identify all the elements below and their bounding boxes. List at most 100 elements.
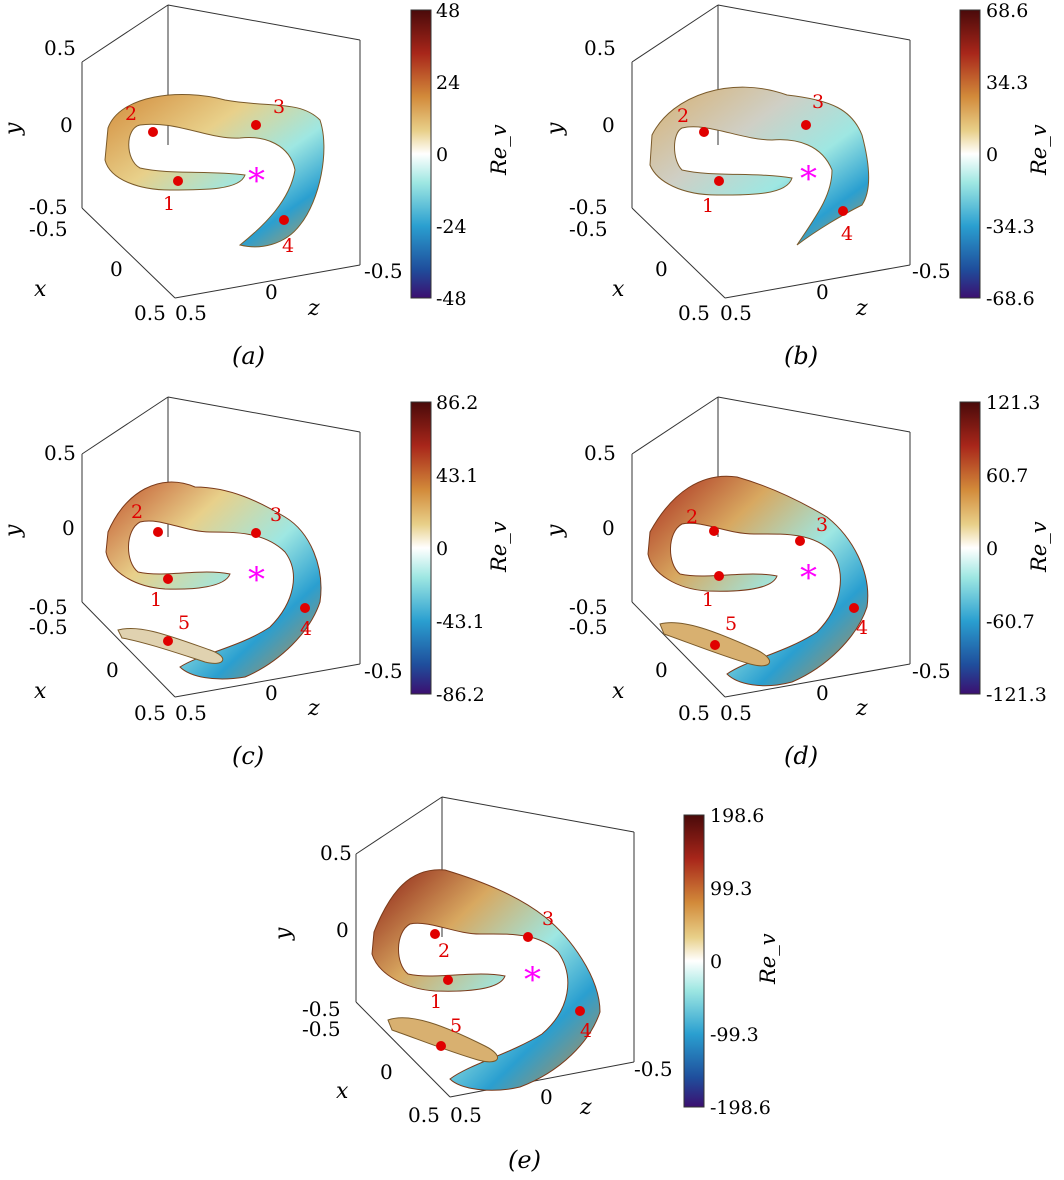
x-tick: -0.5 <box>569 217 608 241</box>
y-axis-label: y <box>1 122 26 136</box>
x-axis-label: x <box>336 1079 349 1104</box>
x-tick: -0.5 <box>29 615 68 639</box>
panel-a: 1 2 3 4 * 0.5 0 -0.5 y -0.5 0 0.5 x 0.5 … <box>0 0 532 385</box>
colorbar-label: Re_v <box>487 521 511 573</box>
colorbar-tick: -121.3 <box>986 684 1047 706</box>
marker-label-2: 2 <box>686 506 698 528</box>
x-axis-label: x <box>34 679 47 704</box>
panel-caption: (a) <box>232 342 265 370</box>
z-axis-label: z <box>579 1095 592 1120</box>
marker-label-1: 1 <box>150 589 162 611</box>
colorbar-tick: 24 <box>436 72 460 94</box>
panel-e: 1 2 3 4 5 * 0.5 0 -0.5 y -0.5 0 0.5 x <box>270 792 802 1180</box>
panel-e-svg: 1 2 3 4 5 * 0.5 0 -0.5 y -0.5 0 0.5 x <box>271 796 780 1174</box>
colorbar-tick: -68.6 <box>986 288 1035 310</box>
y-tick: -0.5 <box>569 195 608 219</box>
z-tick: -0.5 <box>634 1057 673 1081</box>
marker-label-3: 3 <box>812 91 824 113</box>
marker-label-4: 4 <box>300 618 312 640</box>
colorbar-tick: 0 <box>436 144 448 166</box>
z-tick: 0 <box>816 681 829 705</box>
z-tick: -0.5 <box>912 259 951 283</box>
surface <box>371 869 601 1091</box>
marker-label-2: 2 <box>438 940 450 962</box>
y-tick: 0.5 <box>584 441 616 465</box>
markers: 1 2 3 4 5 * <box>686 506 868 650</box>
core-marker: * <box>248 161 265 201</box>
y-tick: 0 <box>60 113 73 137</box>
y-tick: -0.5 <box>29 195 68 219</box>
marker-label-1: 1 <box>430 991 442 1013</box>
colorbar-tick: -198.6 <box>710 1097 771 1119</box>
x-tick: -0.5 <box>29 217 68 241</box>
markers: 1 2 3 4 * <box>677 91 853 245</box>
markers: 1 2 3 4 5 * <box>131 501 312 646</box>
colorbar-tick: 0 <box>710 951 722 973</box>
panel-b: 1 2 3 4 * 0.5 0 -0.5 y -0.5 0 0.5 x 0.5 … <box>532 0 1064 385</box>
panel-a-svg: 1 2 3 4 * 0.5 0 -0.5 y -0.5 0 0.5 x 0.5 … <box>1 0 511 370</box>
y-axis-label: y <box>543 524 568 538</box>
z-tick: 0.5 <box>175 301 207 325</box>
marker-label-3: 3 <box>542 908 554 930</box>
panel-c-svg: 1 2 3 4 5 * 0.5 0 -0.5 y -0.5 0 0.5 x <box>1 392 511 770</box>
colorbar-label: Re_v <box>756 933 780 985</box>
y-tick: 0 <box>602 113 615 137</box>
y-tick: 0 <box>62 516 75 540</box>
marker-label-4: 4 <box>580 1020 592 1042</box>
y-axis-label: y <box>543 122 568 136</box>
x-tick: 0 <box>655 257 668 281</box>
marker-label-5: 5 <box>725 613 737 635</box>
colorbar-tick: 43.1 <box>436 465 478 487</box>
x-tick: 0.5 <box>134 701 166 725</box>
z-axis-label: z <box>855 696 868 721</box>
z-axis-label: z <box>307 296 320 321</box>
y-tick: -0.5 <box>569 595 608 619</box>
y-tick: 0.5 <box>44 36 76 60</box>
y-axis-label: y <box>1 524 26 538</box>
panel-caption: (b) <box>784 342 818 370</box>
colorbar: 68.6 34.3 0 -34.3 -68.6 Re_v <box>959 0 1051 310</box>
marker-label-5: 5 <box>178 612 190 634</box>
axis-labels: 0.5 0 -0.5 y -0.5 0 0.5 x 0.5 0 -0.5 z <box>1 36 403 325</box>
surface <box>649 86 870 246</box>
colorbar-tick: 0 <box>436 538 448 560</box>
marker-label-1: 1 <box>163 193 175 215</box>
colorbar: 48 24 0 -24 -48 Re_v <box>410 0 511 310</box>
colorbar-tick: -86.2 <box>436 684 485 706</box>
core-marker: * <box>800 558 817 598</box>
colorbar-tick: 121.3 <box>986 392 1040 414</box>
z-tick: 0 <box>265 681 278 705</box>
panel-d: 1 2 3 4 5 * 0.5 0 -0.5 y -0.5 0 0.5 x <box>532 392 1064 784</box>
colorbar-tick: -48 <box>436 288 467 310</box>
x-tick: 0.5 <box>678 301 710 325</box>
z-tick: 0 <box>816 280 829 304</box>
y-tick: -0.5 <box>29 595 68 619</box>
surface <box>104 94 325 248</box>
colorbar-tick: 34.3 <box>986 72 1028 94</box>
axis-labels: 0.5 0 -0.5 y -0.5 0 0.5 x 0.5 0 -0.5 z <box>1 441 403 725</box>
z-axis-label: z <box>855 296 868 321</box>
x-tick: 0 <box>110 257 123 281</box>
x-tick: 0.5 <box>134 301 166 325</box>
axis-labels: 0.5 0 -0.5 y -0.5 0 0.5 x 0.5 0 -0.5 z <box>543 36 951 325</box>
x-tick: -0.5 <box>302 1017 341 1041</box>
colorbar-tick: 86.2 <box>436 392 478 414</box>
x-axis-label: x <box>34 277 47 302</box>
z-tick: -0.5 <box>912 659 951 683</box>
x-tick: 0 <box>655 658 668 682</box>
panel-caption: (c) <box>232 742 264 770</box>
marker-label-2: 2 <box>125 103 137 125</box>
colorbar-tick: 198.6 <box>710 805 764 827</box>
z-tick: -0.5 <box>364 259 403 283</box>
marker-label-4: 4 <box>841 223 853 245</box>
colorbar-tick: -24 <box>436 216 467 238</box>
colorbar-tick: 68.6 <box>986 0 1028 22</box>
z-tick: 0 <box>265 280 278 304</box>
y-tick: 0.5 <box>320 841 352 865</box>
panel-caption: (d) <box>784 742 818 770</box>
markers: 1 2 3 4 5 * <box>430 908 592 1051</box>
x-axis-label: x <box>612 679 625 704</box>
z-axis-label: z <box>307 696 320 721</box>
colorbar-tick: -43.1 <box>436 611 485 633</box>
surface <box>647 475 869 687</box>
